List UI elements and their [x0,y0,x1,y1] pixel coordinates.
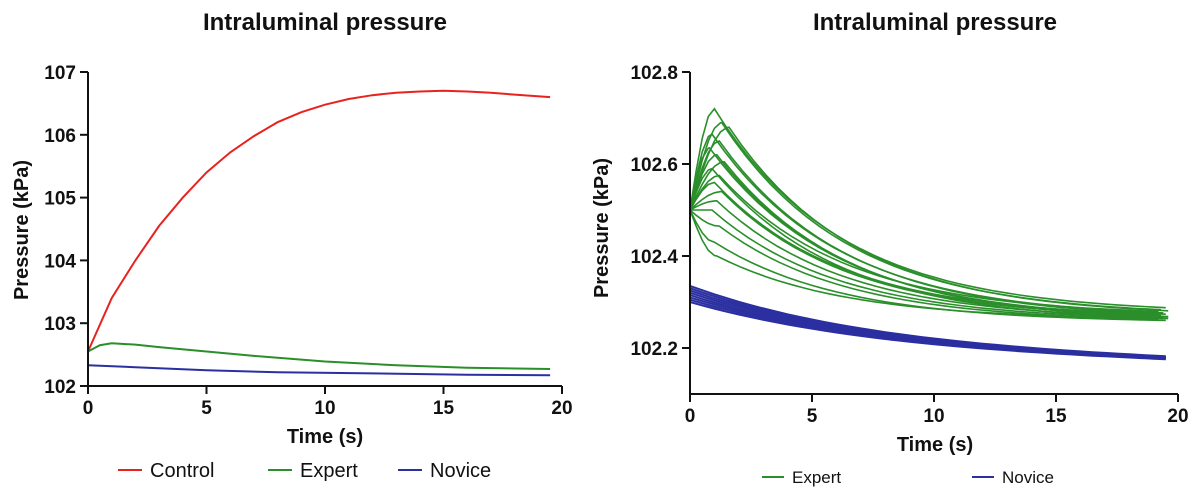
legend-label-novice: Novice [430,460,491,482]
chart-left-xlabel: Time (s) [287,426,363,448]
chart-left-ylabel: Pressure (kPa) [11,160,33,300]
x-tick-label: 10 [923,406,944,427]
y-tick-label: 102.6 [630,155,678,176]
y-tick-label: 107 [44,63,76,84]
chart-left-legend: Control Expert Novice [118,460,491,482]
y-tick-label: 102 [44,377,76,398]
series-line-expert [87,342,551,370]
legend-label-expert: Expert [792,468,841,487]
y-tick-label: 103 [44,314,76,335]
x-tick-label: 20 [1167,406,1188,427]
expert-line [689,190,1161,317]
y-tick-label: 102.4 [630,247,678,268]
chart-right-x-ticks: 0 5 10 15 20 [685,394,1189,427]
expert-line [689,139,1159,315]
chart-right-xlabel: Time (s) [897,434,973,456]
y-tick-label: 105 [44,189,76,210]
novice-line [689,301,1166,361]
expert-line [689,181,1166,315]
y-tick-label: 106 [44,126,76,147]
x-tick-label: 15 [1045,406,1067,427]
novice-line [689,294,1166,359]
expert-line [689,107,1166,309]
chart-right-ylabel: Pressure (kPa) [591,158,613,298]
chart-right-legend: Expert Novice [762,468,1054,487]
y-tick-label: 102.8 [630,63,678,84]
x-tick-label: 10 [314,398,335,419]
expert-line [689,121,1161,311]
expert-line [689,209,1169,320]
y-tick-label: 104 [44,251,76,272]
chart-left: Intraluminal pressure Pressure (kPa) Tim… [11,9,573,482]
chart-right-y-ticks: 102.2 102.4 102.6 102.8 [630,63,690,360]
y-tick-label: 102.2 [630,339,678,360]
expert-line [689,126,1169,312]
chart-right-plot-area [689,107,1169,361]
series-line-novice [87,364,551,377]
series-line-control [87,89,551,352]
x-tick-label: 15 [433,398,455,419]
legend-label-control: Control [150,460,214,482]
x-tick-label: 5 [201,398,212,419]
legend-label-novice: Novice [1002,468,1054,487]
expert-line [689,174,1159,313]
chart-left-plot-area [87,89,551,377]
chart-right-title: Intraluminal pressure [813,9,1057,36]
legend-label-expert: Expert [300,460,358,482]
chart-right: Intraluminal pressure Pressure (kPa) Tim… [591,9,1189,487]
expert-line [690,209,1164,319]
chart-left-x-ticks: 0 5 10 15 20 [83,386,573,419]
novice-line [689,284,1166,358]
x-tick-label: 5 [807,406,818,427]
expert-line [689,199,1169,318]
x-tick-label: 0 [685,406,696,427]
chart-left-y-ticks: 102 103 104 105 106 107 [44,63,88,398]
chart-left-title: Intraluminal pressure [203,9,447,36]
x-tick-label: 20 [551,398,572,419]
x-tick-label: 0 [83,398,94,419]
